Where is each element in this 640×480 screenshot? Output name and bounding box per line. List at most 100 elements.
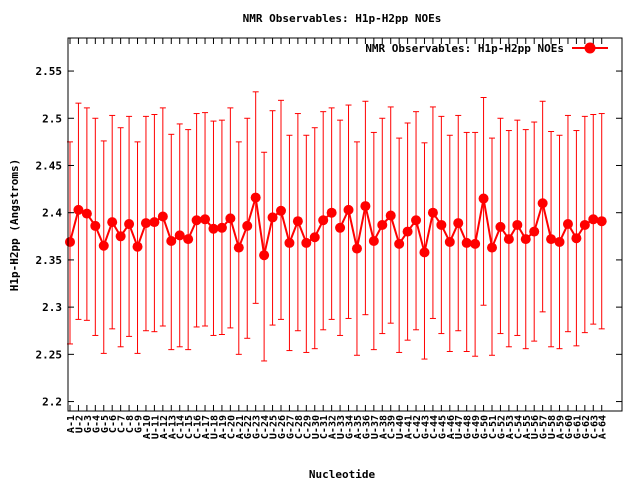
x-tick-label: G-48: [463, 415, 474, 439]
data-point: [394, 238, 405, 249]
x-tick-label: C-54: [513, 415, 524, 439]
x-tick-label: C-51: [488, 415, 499, 439]
data-point: [301, 237, 312, 248]
x-tick-label: G-49: [471, 415, 482, 439]
x-tick-label: A-35: [353, 415, 364, 439]
data-point: [65, 236, 75, 247]
data-point: [191, 215, 202, 226]
x-tick-label: C-14: [176, 415, 187, 439]
data-point: [98, 240, 109, 251]
x-tick-label: C-44: [429, 415, 440, 439]
y-tick-label: 2.35: [36, 254, 63, 267]
x-tick-label: U-18: [209, 415, 220, 439]
x-tick-label: G-22: [243, 415, 254, 439]
data-point: [276, 205, 286, 216]
x-tick-label: G-5: [100, 415, 111, 433]
data-point: [478, 193, 489, 204]
data-point: [208, 223, 219, 234]
data-point: [377, 219, 388, 230]
data-point: [453, 218, 464, 229]
x-tick-label: A-46: [446, 415, 457, 439]
data-point: [200, 214, 211, 225]
data-point: [368, 236, 379, 247]
data-point: [596, 216, 607, 227]
x-tick-label: A-21: [235, 415, 246, 439]
x-tick-label: A-59: [556, 415, 567, 439]
y-tick-label: 2.2: [42, 396, 62, 409]
x-tick-label: U-33: [336, 415, 347, 439]
data-point: [309, 232, 320, 243]
data-point: [571, 233, 582, 244]
x-tick-label: G-57: [539, 415, 550, 439]
x-tick-label: C-29: [302, 415, 313, 439]
x-tick-label: C-7: [117, 415, 128, 433]
data-point: [250, 192, 261, 203]
x-tick-label: A-32: [328, 415, 339, 439]
data-point: [124, 219, 135, 230]
x-tick-label: G-52: [496, 415, 507, 439]
x-tick-label: U-40: [395, 415, 406, 439]
data-point: [107, 217, 118, 228]
x-tick-label: A-10: [142, 415, 153, 439]
data-point: [419, 247, 430, 258]
x-tick-label: U-30: [311, 415, 322, 439]
x-tick-label: U-25: [269, 415, 280, 439]
data-point: [588, 214, 599, 225]
x-tick-label: A-41: [404, 415, 415, 439]
data-point: [259, 250, 270, 261]
data-point: [351, 243, 362, 254]
x-tick-label: G-43: [420, 415, 431, 439]
x-tick-label: G-27: [285, 415, 296, 439]
x-tick-label: A-38: [378, 415, 389, 439]
x-tick-label: C-16: [193, 415, 204, 439]
data-point: [81, 208, 92, 219]
x-tick-label: U-11: [150, 415, 161, 439]
data-point: [385, 210, 396, 221]
data-point: [444, 236, 455, 247]
data-point: [579, 219, 590, 230]
x-tick-label: C-28: [294, 415, 305, 439]
x-tick-label: U-2: [74, 415, 85, 433]
data-point: [470, 238, 481, 249]
data-point: [157, 211, 168, 222]
y-tick-label: 2.5: [42, 112, 62, 125]
y-axis-label: H1p-H2pp (Angstroms): [8, 159, 21, 291]
x-axis-label: Nucleotide: [309, 468, 376, 480]
x-tick-label: G-9: [134, 415, 145, 433]
x-tick-label: U-58: [547, 415, 558, 439]
data-point: [149, 217, 160, 228]
x-axis: A-1U-2G-3G-4G-5C-6C-7C-8G-9A-10U-11A-12A…: [66, 38, 609, 439]
x-tick-label: G-62: [581, 415, 592, 439]
x-tick-label: C-42: [412, 415, 423, 439]
data-point: [318, 215, 329, 226]
data-point: [267, 212, 278, 223]
data-point: [503, 234, 514, 245]
data-point: [436, 219, 447, 230]
data-point: [546, 234, 557, 245]
data-point: [411, 215, 422, 226]
x-tick-label: U-56: [530, 415, 541, 439]
data-point: [360, 201, 371, 212]
data-point: [166, 236, 177, 247]
x-tick-label: C-8: [125, 415, 136, 433]
x-tick-label: A-1: [66, 415, 77, 433]
y-tick-label: 2.4: [42, 207, 62, 220]
x-tick-label: A-53: [505, 415, 516, 439]
data-point: [554, 236, 565, 247]
x-tick-label: U-37: [370, 415, 381, 439]
data-point: [284, 237, 295, 248]
x-tick-label: G-45: [437, 415, 448, 439]
x-tick-label: A-64: [598, 415, 609, 439]
data-point: [537, 198, 548, 209]
data-point: [529, 226, 540, 237]
x-tick-label: A-17: [201, 415, 212, 439]
x-tick-label: A-13: [167, 415, 178, 439]
data-point: [242, 220, 253, 231]
plot-area: [65, 91, 607, 362]
data-point: [292, 216, 303, 227]
x-tick-label: G-26: [277, 415, 288, 439]
data-point: [427, 207, 438, 218]
x-tick-label: A-19: [218, 415, 229, 439]
x-tick-label: G-34: [345, 415, 356, 439]
